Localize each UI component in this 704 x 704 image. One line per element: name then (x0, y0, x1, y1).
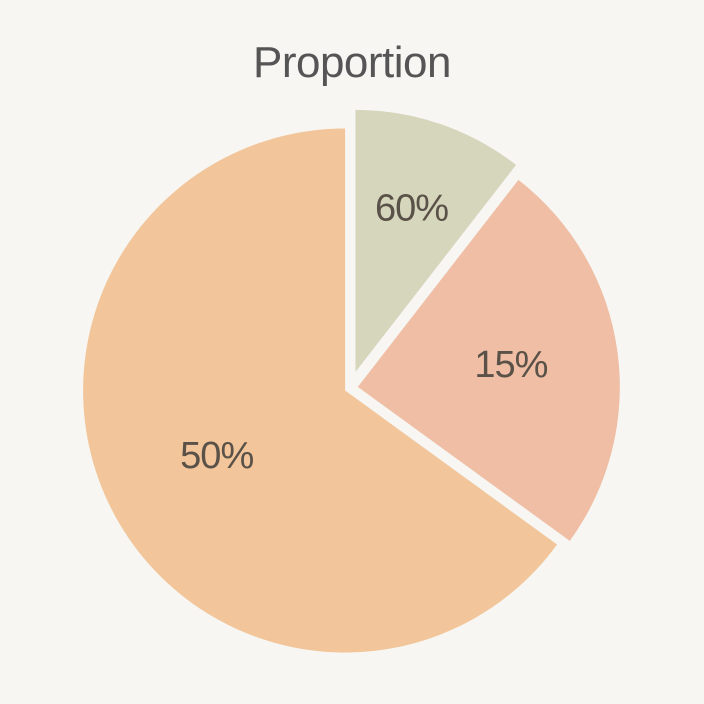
pie-slice-label: 50% (180, 435, 253, 477)
pie-slices (83, 109, 620, 653)
pie-slice (83, 128, 558, 653)
pie-slice-label: 60% (375, 187, 448, 229)
pie-slice-label: 15% (474, 344, 547, 386)
chart-title: Proportion (252, 38, 452, 87)
pie-slice-labels: 60% 15% 50% (180, 187, 548, 477)
pie-slice (357, 179, 620, 541)
pie-slice (355, 109, 517, 372)
